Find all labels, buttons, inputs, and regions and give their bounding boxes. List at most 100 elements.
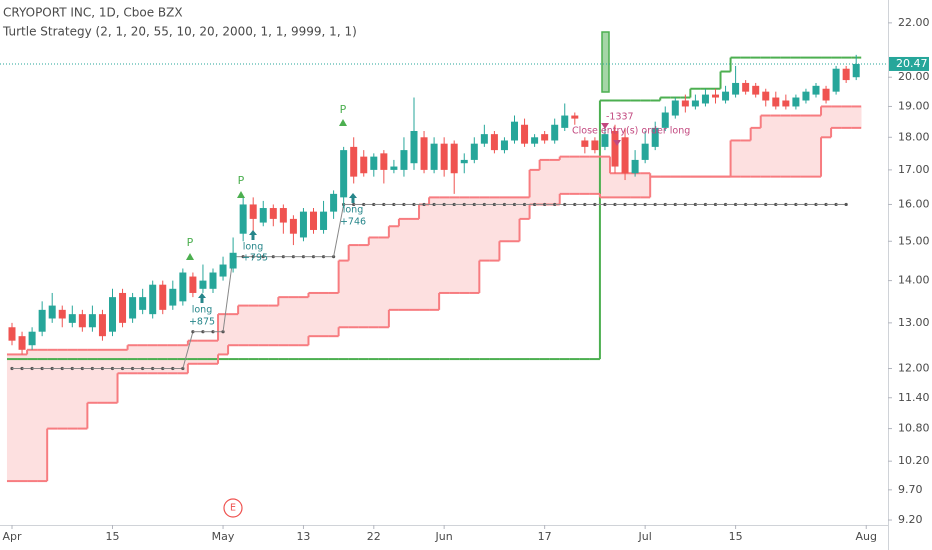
x-tick-label: 15: [729, 530, 743, 543]
band: [308, 292, 319, 337]
y-tick-label: 20.00: [898, 70, 930, 83]
band: [529, 169, 540, 205]
candle-body: [531, 137, 539, 144]
candle-body: [691, 100, 699, 107]
candle-body: [541, 134, 549, 141]
candle-body: [159, 284, 167, 310]
x-tick-label: 13: [296, 530, 310, 543]
candle-body: [109, 297, 116, 332]
x-tick-label: 22: [367, 530, 381, 543]
candle-body: [58, 309, 66, 319]
x-tick-label: 15: [106, 530, 120, 543]
band: [509, 197, 520, 242]
band: [579, 156, 591, 194]
band: [388, 226, 400, 310]
candle-body: [470, 143, 478, 160]
candle-body: [490, 134, 498, 151]
band: [117, 349, 128, 374]
candle-body: [500, 140, 508, 151]
candle-body: [742, 82, 750, 92]
y-tick-label: 11.40: [898, 391, 930, 404]
band: [549, 159, 561, 205]
candle-body: [279, 208, 287, 223]
y-tick-label: 14.00: [898, 274, 930, 287]
candle-body: [521, 124, 529, 144]
band: [67, 349, 78, 429]
candle-body: [410, 130, 418, 164]
candle-body: [400, 150, 408, 170]
candle-body: [671, 100, 679, 116]
annotation: long: [343, 205, 364, 216]
band: [449, 197, 460, 293]
band: [228, 314, 239, 346]
price-label-box: [889, 56, 929, 71]
candle-body: [229, 252, 237, 269]
band: [841, 106, 852, 128]
level-dot: [201, 330, 205, 334]
candle-body: [199, 280, 207, 289]
candle-body: [450, 143, 458, 174]
band: [47, 349, 58, 429]
band: [278, 297, 289, 346]
y-tick-label: 13.00: [898, 316, 930, 329]
x-tick-label: Jun: [435, 530, 453, 543]
candle-body: [420, 137, 428, 170]
profit-marker: [186, 253, 194, 260]
band: [429, 197, 440, 310]
annotation: -1337: [606, 112, 634, 123]
y-tick-label: 18.00: [898, 130, 930, 143]
chart-title: CRYOPORT INC, 1D, Cboe BZX: [3, 6, 183, 20]
band: [338, 260, 349, 328]
band: [800, 115, 812, 177]
entry-arrow: [349, 193, 357, 203]
chart-subtitle: Turtle Strategy (2, 1, 20, 55, 10, 20, 2…: [2, 25, 357, 39]
entry-arrow: [198, 293, 206, 303]
band: [27, 349, 38, 482]
candle-body: [390, 166, 398, 170]
band: [821, 106, 832, 138]
band: [248, 305, 259, 346]
candle-body: [299, 211, 307, 238]
candle-body: [430, 143, 438, 170]
level-dot: [251, 255, 255, 259]
candle-body: [631, 159, 639, 174]
annotation: Close entry(s) order long: [572, 126, 690, 137]
band: [187, 340, 199, 364]
band: [810, 115, 822, 177]
candle-body: [511, 121, 518, 141]
band: [348, 245, 360, 328]
annotation: long: [192, 305, 213, 316]
band: [6, 354, 18, 482]
band: [630, 173, 641, 198]
band: [469, 197, 480, 293]
earnings-marker: [223, 498, 243, 518]
exit-arrow-small: [613, 140, 621, 146]
annotation: +746: [340, 217, 366, 228]
candle-body: [832, 68, 840, 92]
band: [57, 349, 68, 429]
band: [378, 237, 390, 328]
band: [740, 140, 751, 177]
band: [609, 173, 621, 198]
candle-body: [561, 115, 569, 128]
candle-body: [842, 68, 850, 81]
candle-body: [249, 204, 257, 219]
band: [298, 297, 309, 346]
annotation: E: [230, 503, 236, 514]
level-link: [222, 256, 234, 332]
candle-body: [320, 211, 328, 230]
candle-body: [289, 218, 297, 234]
candle-body: [651, 127, 659, 147]
candle-body: [88, 314, 96, 328]
y-tick-label: 17.00: [898, 163, 930, 176]
entry-arrow: [249, 230, 257, 240]
candle-body: [38, 309, 46, 332]
band: [288, 297, 299, 346]
candle-body: [661, 112, 669, 128]
level-dot: [844, 202, 848, 207]
candle-body: [762, 91, 770, 101]
x-tick-label: May: [212, 530, 235, 543]
band: [408, 218, 420, 310]
band: [790, 115, 802, 177]
candle-body: [239, 204, 247, 234]
